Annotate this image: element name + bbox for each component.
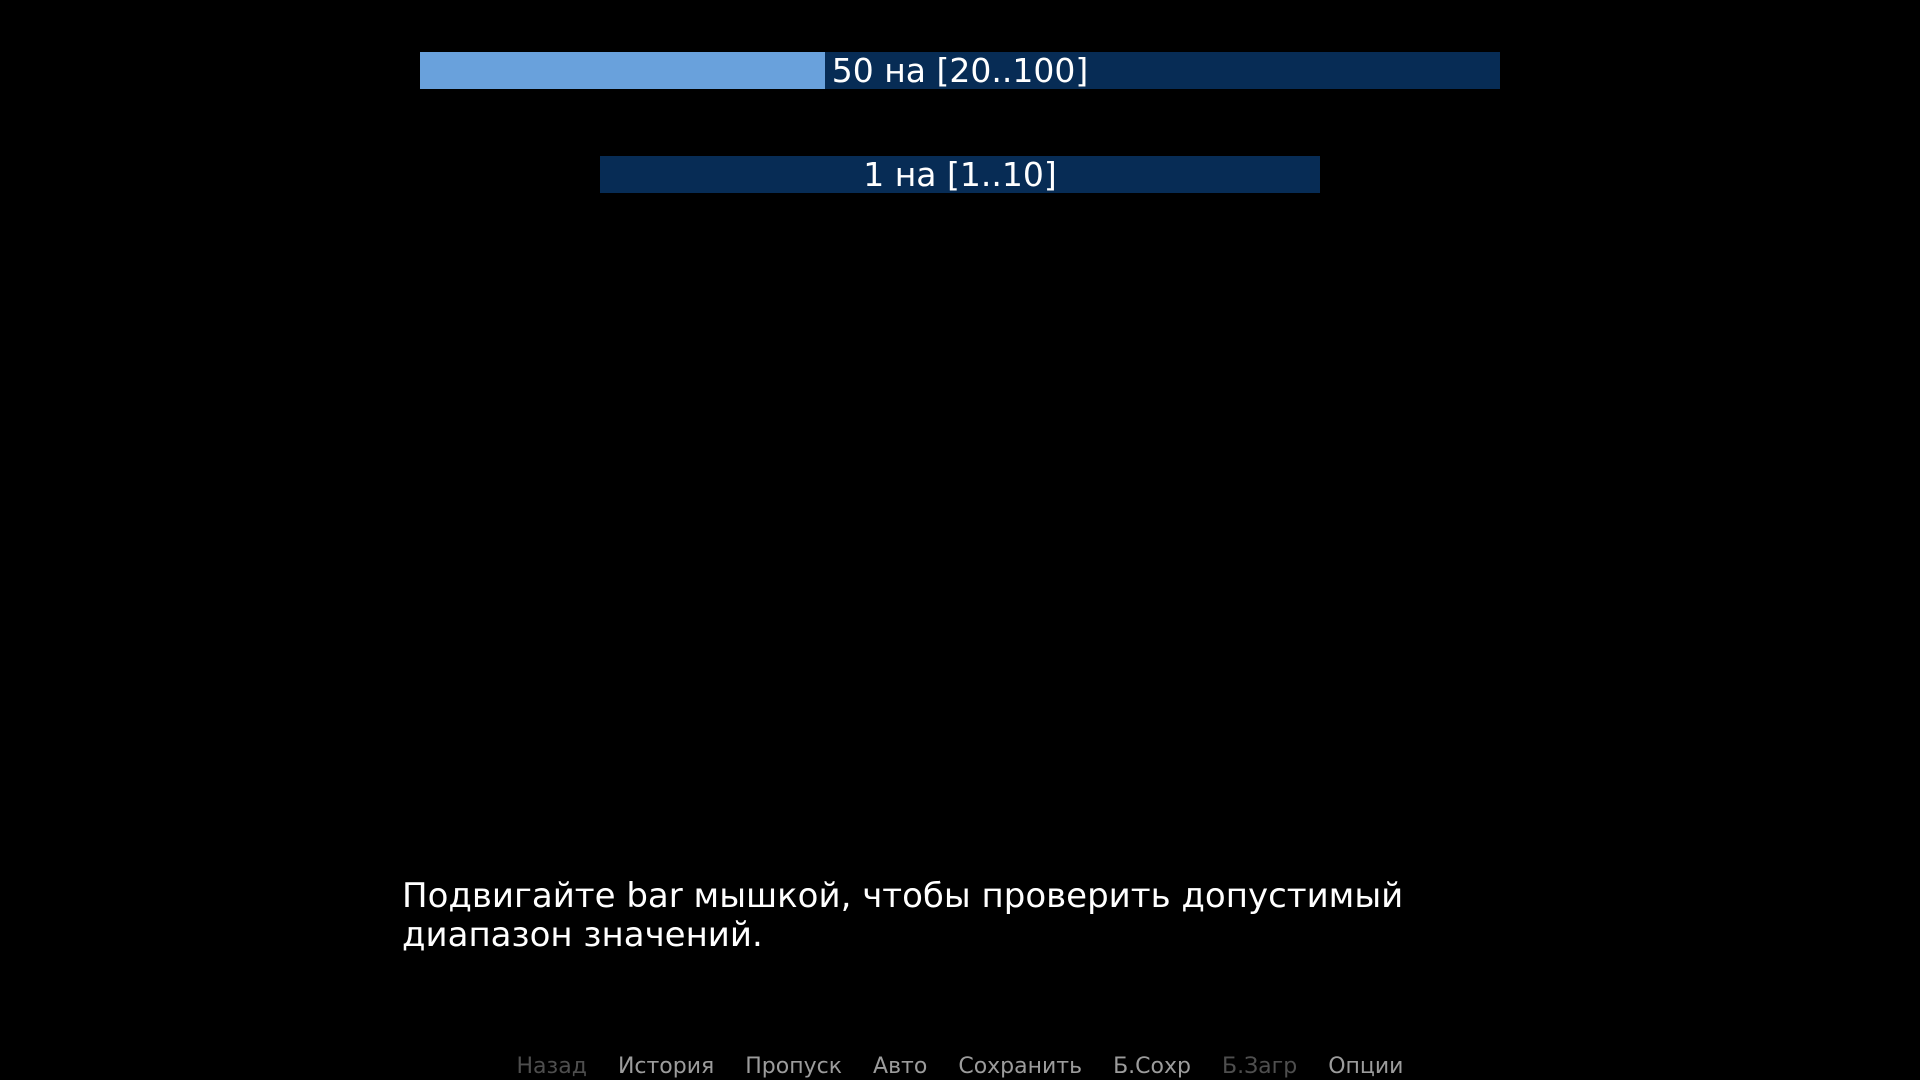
bar-trough bbox=[600, 156, 1320, 193]
quick-menu-auto[interactable]: Авто bbox=[873, 1054, 928, 1079]
value-bar-narrow[interactable]: 1 на [1..10] bbox=[600, 156, 1320, 193]
bar-value-label: 1 на [1..10] bbox=[863, 156, 1057, 193]
quick-menu-options[interactable]: Опции bbox=[1328, 1054, 1404, 1079]
instruction-line-1: Подвигайте bar мышкой, чтобы проверить д… bbox=[402, 876, 1404, 916]
value-bar-wide[interactable]: 50 на [20..100] bbox=[420, 52, 1500, 89]
quick-menu-history[interactable]: История bbox=[617, 1054, 715, 1079]
instruction-text: Подвигайте bar мышкой, чтобы проверить д… bbox=[402, 877, 1403, 955]
quick-menu-skip[interactable]: Пропуск bbox=[745, 1054, 843, 1079]
instruction-line-2: диапазон значений. bbox=[402, 915, 763, 955]
quick-menu-save[interactable]: Сохранить bbox=[958, 1054, 1083, 1079]
quick-menu-qload: Б.Загр bbox=[1221, 1054, 1298, 1079]
bar-fill bbox=[420, 52, 825, 89]
quick-menu-back: Назад bbox=[516, 1054, 587, 1079]
quick-menu: Назад История Пропуск Авто Сохранить Б.С… bbox=[0, 1053, 1920, 1080]
quick-menu-qsave[interactable]: Б.Сохр bbox=[1113, 1054, 1191, 1079]
bar-value-label: 50 на [20..100] bbox=[831, 52, 1089, 89]
